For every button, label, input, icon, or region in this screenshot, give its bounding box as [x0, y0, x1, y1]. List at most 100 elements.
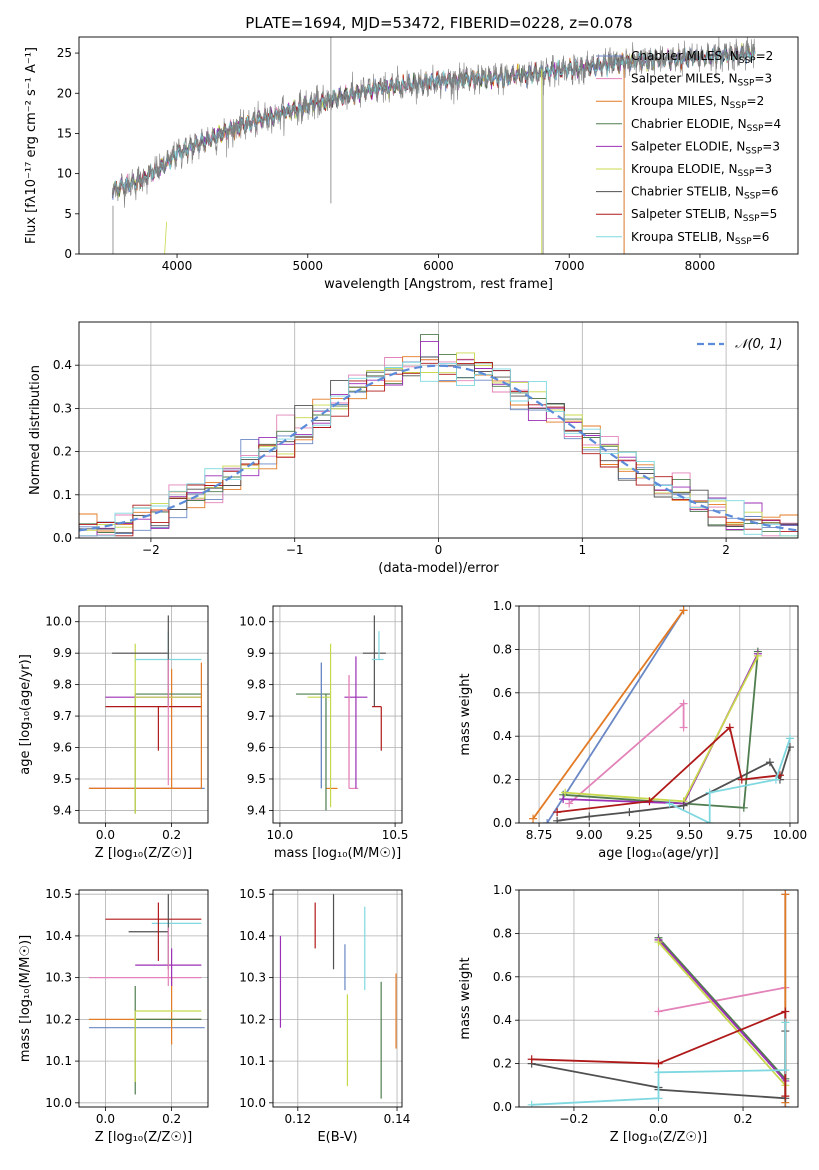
y-axis-label: age [log₁₀(age/yr)] — [18, 654, 33, 775]
mass-vs-ebv-panel: 0.12 0.14 10.0 10.1 10.2 10.3 10.4 10.5 E(B-V) — [239, 887, 410, 1145]
weight-point-marker — [679, 801, 688, 810]
y-tick-label: 0.1 — [53, 488, 72, 502]
y-tick-label: 10.4 — [45, 929, 72, 943]
figure-title: PLATE=1694, MJD=53472, FIBERID=0228, z=0… — [245, 14, 632, 32]
weight-point-marker — [679, 723, 688, 732]
y-tick-label: 10.1 — [45, 1054, 72, 1068]
y-tick-label: 15 — [57, 126, 72, 140]
legend-entry: Kroupa ELODIE, NSSP=3 — [631, 162, 772, 179]
weight-series-line — [546, 609, 685, 823]
x-tick-label: 0 — [435, 543, 443, 557]
y-tick-label: 9.7 — [247, 709, 266, 723]
x-tick-label: 10.5 — [382, 828, 409, 842]
spectrum-legend: Chabrier MILES, NSSP=2 Salpeter MILES, NS… — [596, 49, 781, 247]
y-tick-label: 10.0 — [45, 1096, 72, 1110]
y-tick-label: 0.0 — [493, 1100, 512, 1114]
spectrum-spike — [164, 221, 167, 254]
weight-point-marker — [559, 795, 568, 804]
x-tick-label: 0.2 — [162, 828, 181, 842]
x-tick-label: 9.50 — [676, 828, 703, 842]
weight-vs-age-marks — [529, 606, 794, 823]
weight-series-line — [657, 941, 786, 1086]
residuals-panel: −2 −1 0 1 2 0.0 0.1 0.2 0.3 0.4 (data-model)/error… — [28, 321, 799, 576]
y-tick-label: 10.2 — [239, 1012, 266, 1026]
x-tick-label: 0.2 — [162, 1112, 181, 1126]
y-tick-label: 10.0 — [239, 615, 266, 629]
x-tick-label: 0.0 — [96, 828, 115, 842]
y-tick-label: 10.0 — [45, 615, 72, 629]
y-tick-label: 0.3 — [53, 401, 72, 415]
x-tick-label: −0.2 — [559, 1112, 588, 1126]
weight-point-marker — [645, 797, 654, 806]
x-tick-label: 7000 — [554, 259, 585, 273]
weight-point-marker — [527, 1100, 536, 1107]
weight-series-line — [658, 986, 786, 1013]
y-tick-label: 0.6 — [493, 686, 512, 700]
normal-reference-curve — [79, 364, 798, 532]
y-axis-label: Flux [fλ10⁻¹⁷ erg cm⁻² s⁻¹ A⁻¹] — [24, 47, 39, 244]
legend-entry: Salpeter ELODIE, NSSP=3 — [631, 139, 780, 156]
y-axis-label: mass weight — [458, 673, 473, 755]
x-axis-label: Z [log₁₀(Z/Z☉)] — [95, 1130, 192, 1145]
y-tick-label: 9.6 — [53, 741, 72, 755]
weight-point-marker — [679, 699, 688, 708]
weight-point-marker — [529, 814, 538, 823]
y-tick-label: 10.3 — [45, 971, 72, 985]
weight-point-marker — [679, 606, 688, 615]
legend-entry: Salpeter MILES, NSSP=3 — [631, 72, 772, 89]
x-tick-label: −1 — [286, 543, 304, 557]
age-vs-mass-marks — [296, 615, 386, 811]
weight-vs-z-panel: −0.2 0.0 0.2 0.0 0.2 0.4 0.6 0.8 1.0 Z [log₁₀(Z/Z… — [458, 883, 799, 1145]
y-tick-label: 0.6 — [493, 970, 512, 984]
y-tick-label: 10 — [57, 167, 72, 181]
y-tick-label: 10.0 — [239, 1096, 266, 1110]
y-tick-label: 9.5 — [53, 772, 72, 786]
x-axis-label: wavelength [Angstrom, rest frame] — [324, 277, 553, 292]
x-tick-label: 8.75 — [526, 828, 553, 842]
axes-frame — [78, 605, 209, 824]
x-axis-label: Z [log₁₀(Z/Z☉)] — [610, 1130, 707, 1145]
residual-histogram — [79, 356, 798, 538]
y-tick-label: 0.0 — [53, 531, 72, 545]
y-tick-label: 9.9 — [247, 646, 266, 660]
mass-vs-z-marks — [88, 894, 205, 1095]
age-vs-z-marks — [88, 615, 205, 814]
weight-point-marker — [665, 799, 674, 808]
weight-point-marker — [527, 1055, 536, 1064]
weight-point-marker — [553, 816, 562, 823]
weight-point-marker — [765, 758, 774, 767]
weight-series-line — [657, 937, 786, 1080]
x-tick-label: 6000 — [423, 259, 454, 273]
x-tick-label: 0.12 — [284, 1112, 311, 1126]
y-tick-label: 9.6 — [247, 741, 266, 755]
x-tick-label: 8000 — [685, 259, 716, 273]
legend-entry: Kroupa MILES, NSSP=2 — [631, 94, 764, 111]
weight-series-line — [669, 738, 791, 823]
weight-point-marker — [771, 775, 780, 784]
y-tick-label: 0.2 — [493, 1057, 512, 1071]
weight-point-marker — [737, 775, 746, 784]
weight-point-marker — [585, 812, 594, 821]
weight-point-marker — [654, 1007, 663, 1016]
x-tick-label: 10.00 — [773, 828, 807, 842]
x-tick-label: 2 — [722, 543, 730, 557]
y-tick-label: 0.2 — [53, 445, 72, 459]
axes-frame — [518, 605, 799, 824]
weight-point-marker — [561, 788, 570, 797]
weight-vs-age-panel: 8.75 9.00 9.25 9.50 9.75 10.00 0.0 0.2 0.4 0.6 0.8… — [458, 599, 807, 861]
axes-frame — [518, 889, 799, 1108]
x-tick-label: 9.25 — [626, 828, 653, 842]
weight-series-line — [568, 701, 685, 805]
y-tick-label: 9.7 — [53, 709, 72, 723]
weight-point-marker — [725, 723, 734, 732]
spectrum-data-line — [112, 37, 756, 208]
weight-point-marker — [753, 651, 762, 660]
mass-vs-z-panel: 0.0 0.2 10.0 10.1 10.2 10.3 10.4 10.5 Z [log₁₀(Z… — [18, 887, 209, 1145]
y-tick-label: 0.2 — [493, 773, 512, 787]
x-tick-label: 4000 — [162, 259, 193, 273]
weight-point-marker — [625, 808, 634, 817]
y-tick-label: 10.2 — [45, 1012, 72, 1026]
weight-point-marker — [654, 1059, 663, 1068]
weight-series-line — [657, 939, 786, 1082]
